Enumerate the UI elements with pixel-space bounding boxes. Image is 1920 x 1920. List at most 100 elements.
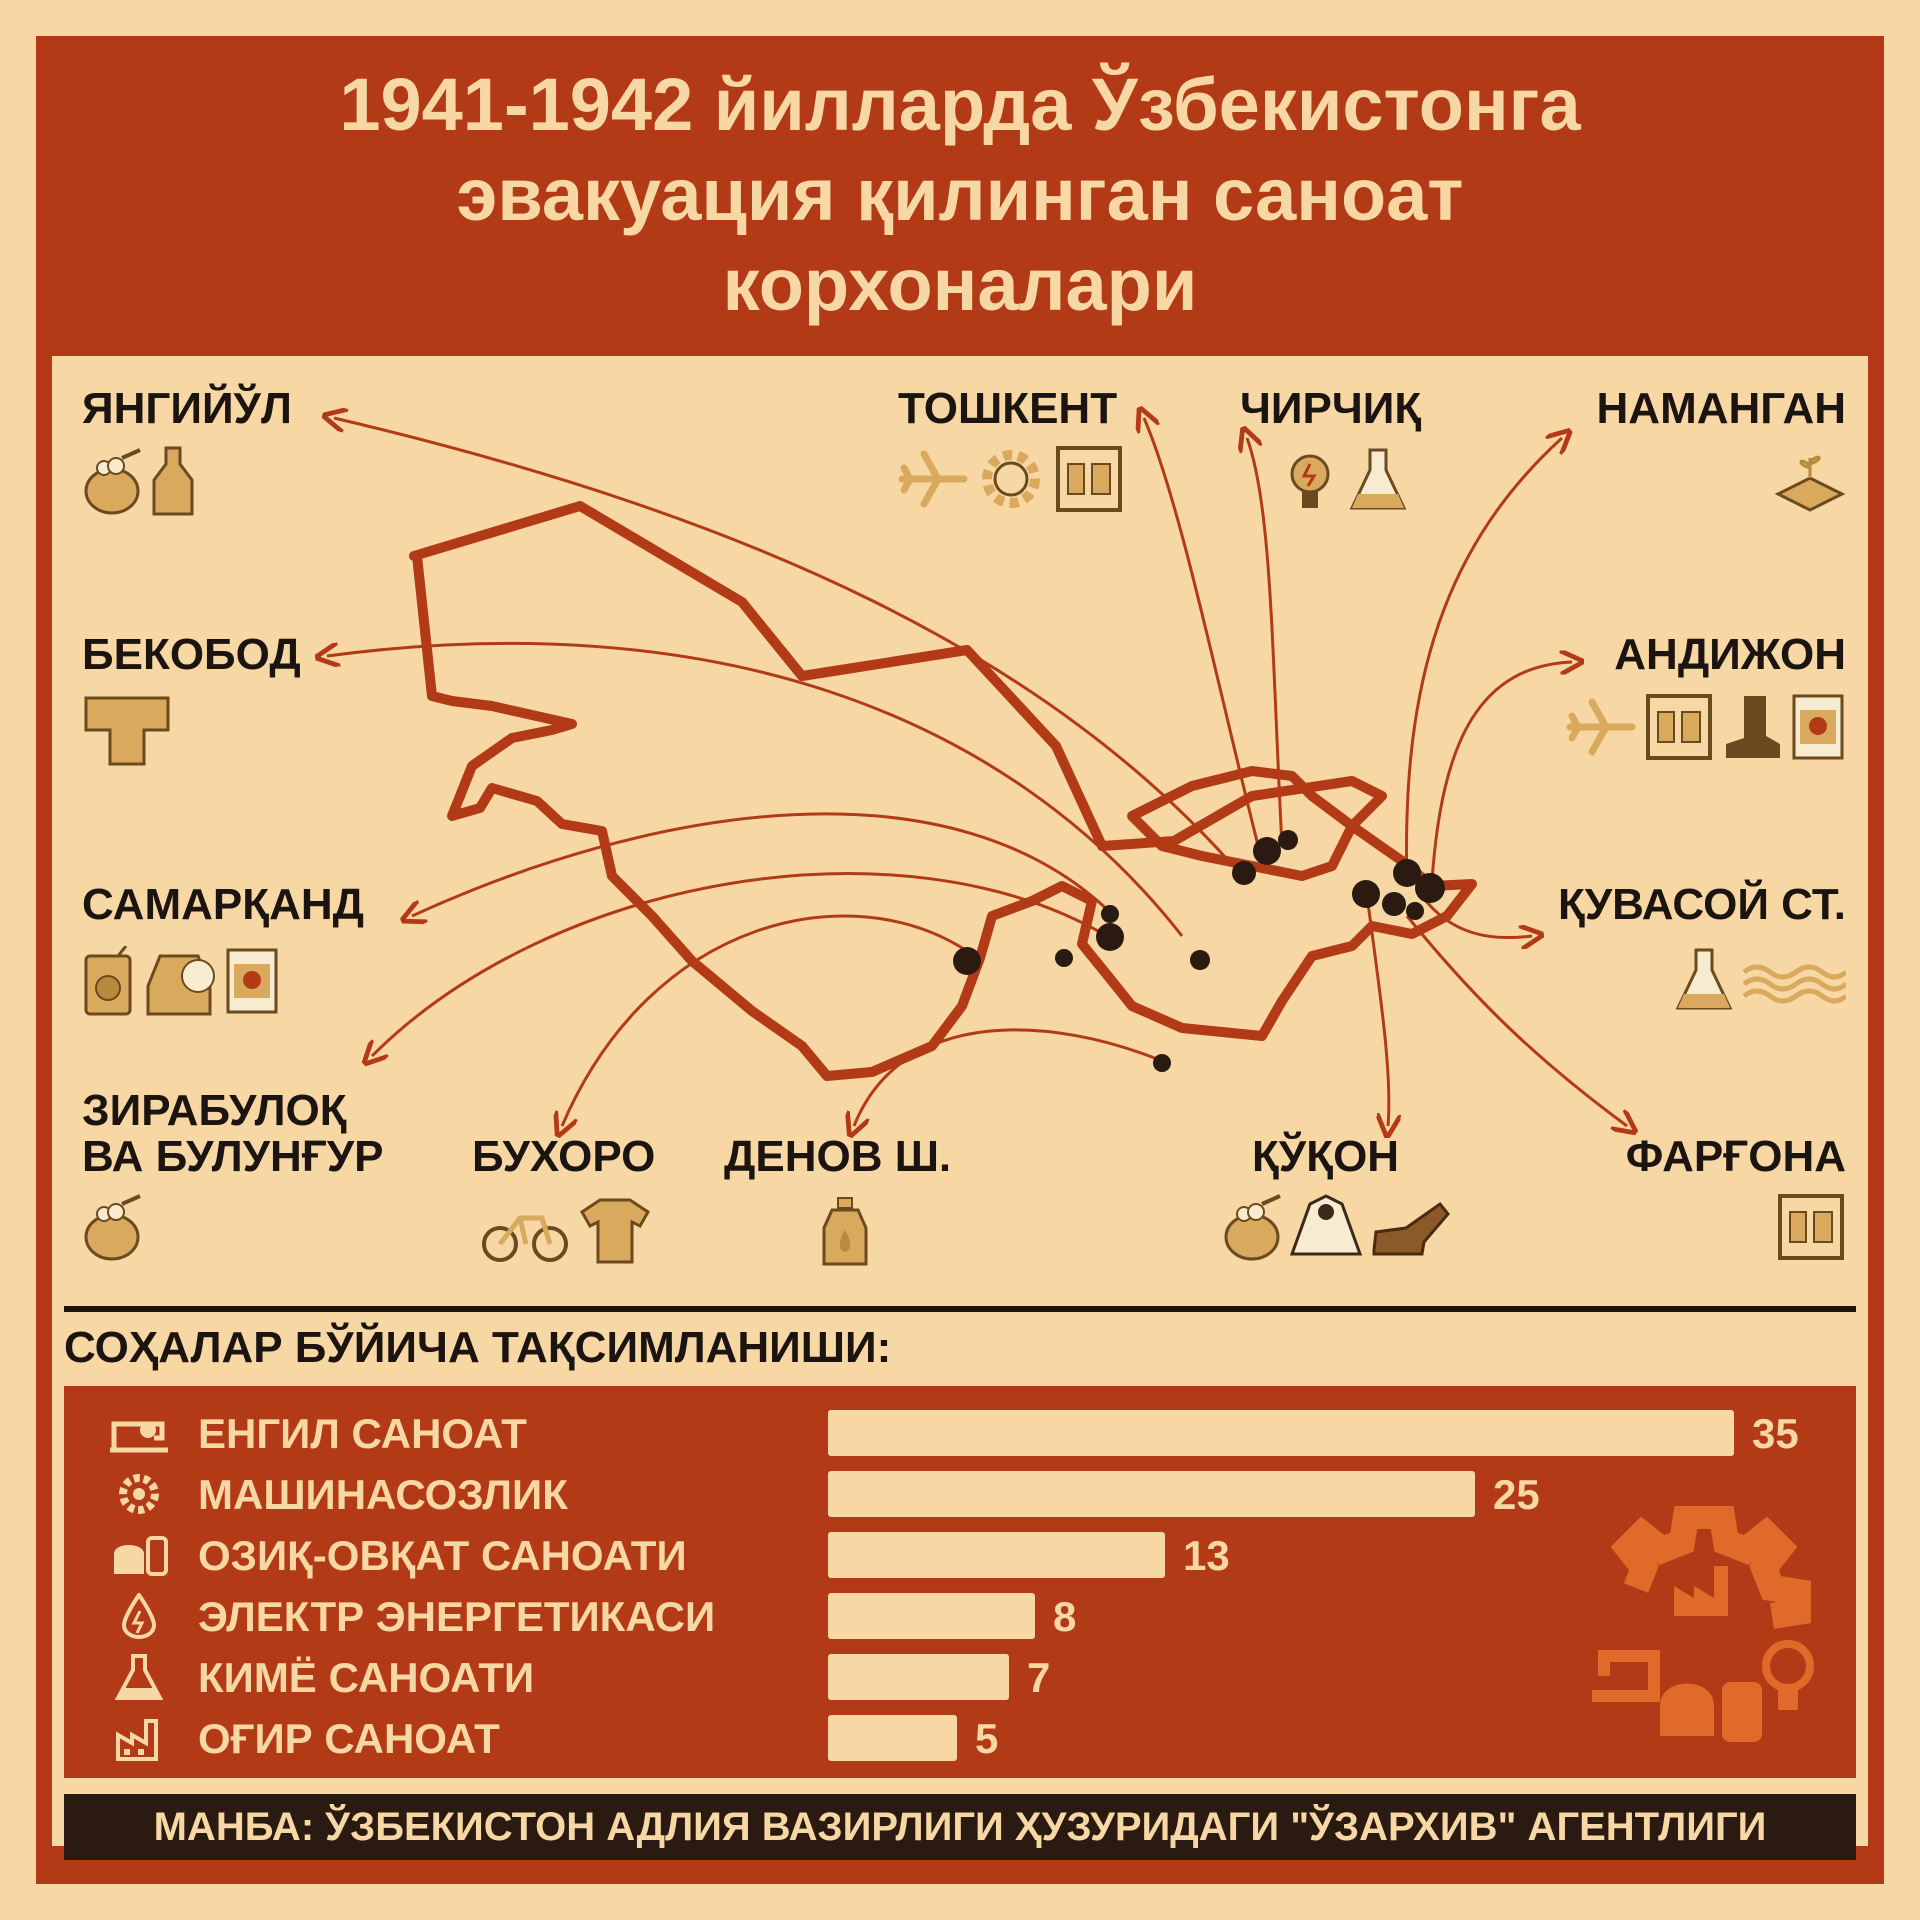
arrow-denov [854, 1028, 1163, 1126]
city-label-namangan: НАМАНГАН [1596, 384, 1846, 433]
city-label-yangiyul: ЯНГИЙЎЛ [82, 384, 292, 433]
map-graphic [52, 356, 1868, 1296]
tea-icon [146, 954, 215, 1016]
city-label-fargona: ФАРҒОНА [1625, 1132, 1846, 1181]
factory-icon [116, 1719, 158, 1761]
bar [828, 1532, 1165, 1578]
arrow-zirabuloq [372, 872, 1108, 1056]
canned-meat-icon [226, 948, 278, 1014]
industry-gear-emblem [1592, 1506, 1814, 1742]
city-dot [1393, 859, 1421, 887]
bar-row: МАШИНАСОЗЛИК 25 [64, 1469, 1856, 1519]
city-dot [1415, 873, 1445, 903]
clothes-rack-icon [1056, 446, 1122, 512]
city-label-zirabuloq: ЗИРАБУЛОҚ ВА БУЛУНҒУР [82, 1086, 384, 1181]
city-dot [1406, 902, 1424, 920]
icons-bekobod [82, 694, 172, 768]
bar-value: 8 [1053, 1593, 1077, 1640]
arrow-buxoro [562, 914, 968, 1126]
bicycle-icon [482, 1215, 568, 1262]
city-dot [953, 947, 981, 975]
bar-label: МАШИНАСОЗЛИК [198, 1471, 568, 1518]
city-dot [1153, 1054, 1171, 1072]
bar-row: ЕНГИЛ САНОАТ 35 [64, 1408, 1856, 1458]
section-title: СОҲАЛАР БЎЙИЧА ТАҚСИМЛАНИШИ: [64, 1323, 892, 1372]
raincoat-icon [1290, 1194, 1362, 1256]
city-dot [1190, 950, 1210, 970]
juice-icon [84, 946, 132, 1016]
arrow-andijon [1430, 662, 1572, 882]
bar-label: ЭЛЕКТР ЭНЕРГЕТИКАСИ [198, 1593, 716, 1640]
bar-label: КИМЁ САНОАТИ [198, 1654, 535, 1701]
flask-icon [1675, 948, 1733, 1010]
icons-namangan [1774, 448, 1846, 518]
bar [828, 1471, 1475, 1517]
city-label-buxoro: БУХОРО [472, 1132, 656, 1181]
pipe-tee-icon [84, 696, 170, 766]
arrow-samarqand [412, 812, 1116, 916]
icons-quvasoy [1674, 946, 1846, 1016]
arrow-bekobod [327, 641, 1184, 937]
bar-value: 25 [1493, 1471, 1540, 1518]
page-title: 1941-1942 йилларда Ўзбекистонга эвакуаци… [339, 63, 1581, 326]
city-dot [1352, 880, 1380, 908]
airplane-icon [898, 450, 968, 508]
bar-value: 35 [1752, 1410, 1799, 1457]
icons-buxoro [480, 1196, 652, 1266]
chemistry-flask-icon [114, 1654, 164, 1700]
airplane-icon [1566, 698, 1636, 756]
icons-chirchiq [1280, 446, 1408, 516]
city-label-andijon: АНДИЖОН [1614, 630, 1846, 679]
bar-label: ОЗИҚ-ОВҚАТ САНОАТИ [198, 1532, 687, 1579]
bar-label: ОҒИР САНОАТ [198, 1715, 500, 1762]
bar-row: ОҒИР САНОАТ 5 [64, 1713, 1856, 1763]
icons-yangiyul [82, 446, 196, 516]
city-label-chirchiq: ЧИРЧИҚ [1240, 384, 1422, 433]
shirt-icon [580, 1198, 650, 1264]
city-label-samarqand: САМАРҚАНД [82, 880, 364, 929]
bar [828, 1715, 957, 1761]
icons-zirabuloq [82, 1192, 142, 1262]
city-dot [1253, 837, 1281, 865]
bar-value: 5 [975, 1715, 999, 1762]
arrow-toshkent [1144, 418, 1264, 862]
city-label-denov: ДЕНОВ Ш. [724, 1132, 952, 1181]
gear-icon [119, 1474, 159, 1514]
city-dot [1096, 923, 1124, 951]
bar [828, 1654, 1009, 1700]
bar-label: ЕНГИЛ САНОАТ [198, 1410, 527, 1457]
city-dot [1101, 905, 1119, 923]
canned-meat-icon [1792, 694, 1844, 760]
bar [828, 1410, 1734, 1456]
section-divider [64, 1306, 1856, 1312]
sewing-machine-icon [110, 1421, 168, 1453]
seedling-icon [1774, 455, 1846, 512]
waves-icon [1742, 964, 1846, 1004]
bar [828, 1593, 1035, 1639]
city-label-bekobod: БЕКОБОД [82, 630, 301, 679]
bread-icon [114, 1536, 168, 1576]
city-dot [1382, 892, 1406, 916]
flask-icon [1349, 448, 1407, 510]
city-label-qoqon: ҚЎҚОН [1252, 1132, 1400, 1181]
bar-row: ОЗИҚ-ОВҚАТ САНОАТИ 13 [64, 1530, 1856, 1580]
icons-denov [820, 1196, 870, 1268]
city-label-toshkent: ТОШКЕНТ [898, 384, 1118, 433]
bar-row: ЭЛЕКТР ЭНЕРГЕТИКАСИ 8 [64, 1591, 1856, 1641]
arrow-yangiyul [334, 418, 1244, 877]
city-label-quvasoy: ҚУВАСОЙ СТ. [1557, 880, 1846, 929]
clothes-rack-icon [1778, 1194, 1844, 1260]
fergana-valley-outline [1127, 766, 1357, 881]
boot-icon [1726, 696, 1780, 758]
icons-toshkent [898, 444, 1124, 514]
bottle-icon [152, 446, 194, 516]
oil-jar-icon [822, 1197, 868, 1266]
city-dot [1055, 949, 1073, 967]
energy-drop-icon [121, 1593, 157, 1639]
bar-value: 13 [1183, 1532, 1230, 1579]
icons-qoqon [1222, 1192, 1450, 1262]
food-sack-icon [84, 1194, 141, 1261]
icons-fargona [1776, 1192, 1846, 1262]
food-sack-icon [84, 448, 141, 515]
icons-samarqand [82, 946, 280, 1016]
